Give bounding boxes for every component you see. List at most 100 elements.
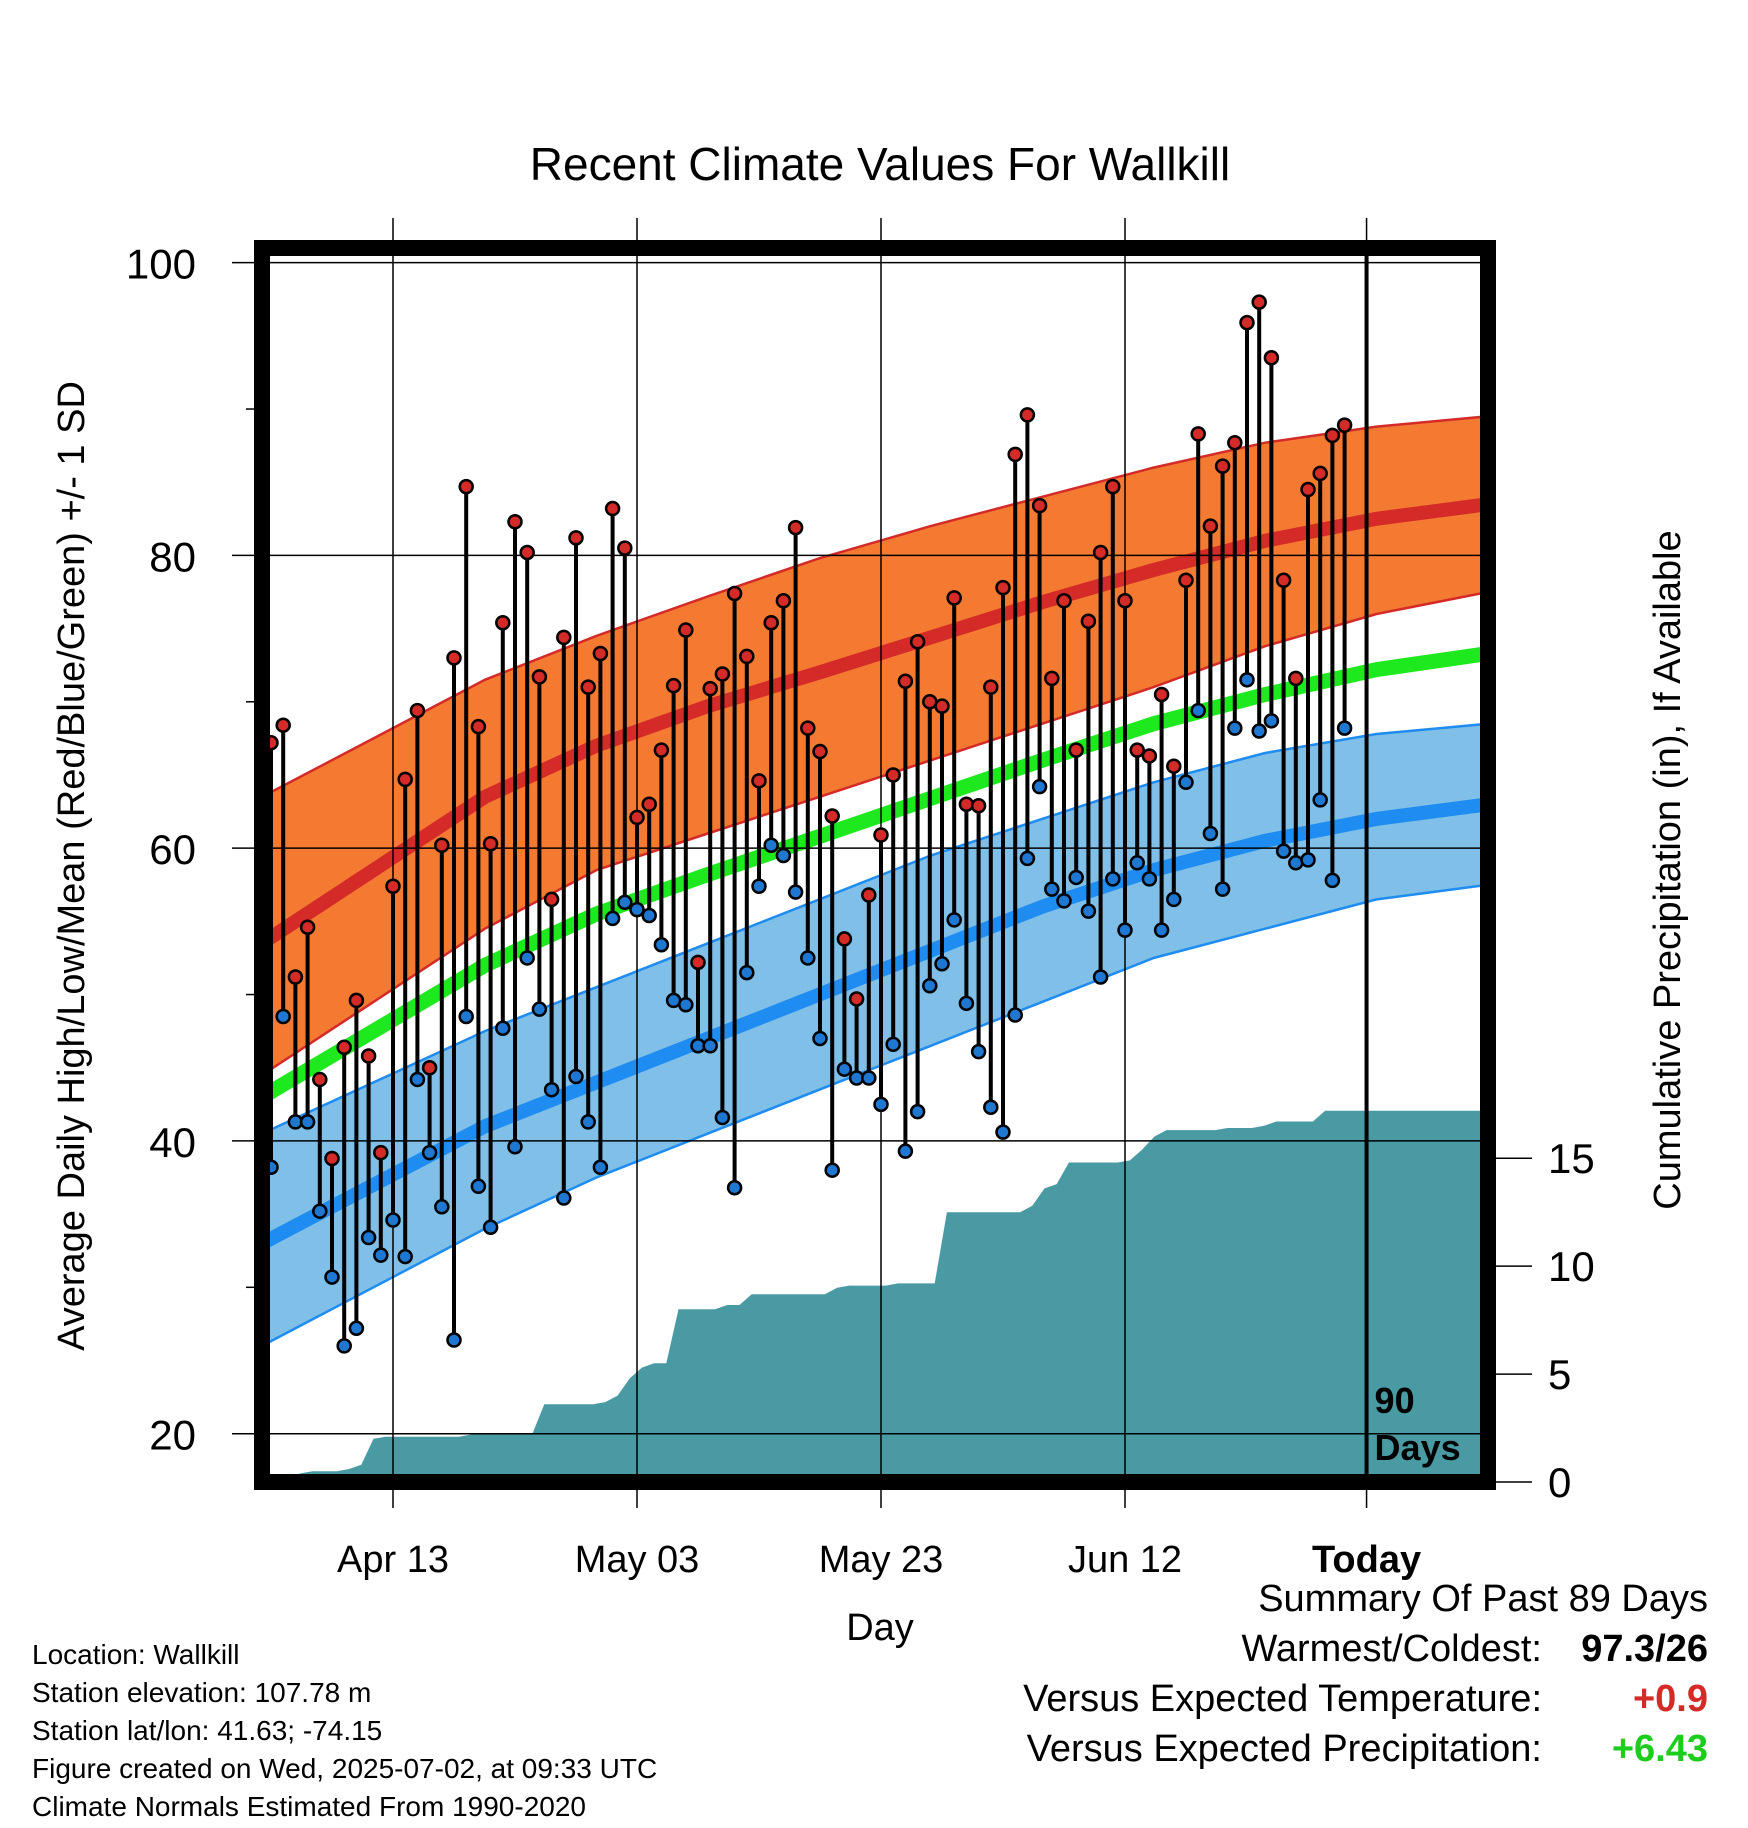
high-dot	[592, 645, 609, 662]
high-dot	[421, 1059, 438, 1076]
high-dot	[385, 878, 401, 894]
y-left-tick-label: 100	[126, 241, 196, 288]
high-dot	[934, 698, 950, 714]
high-dot	[1178, 572, 1194, 589]
low-dot	[897, 1143, 914, 1159]
high-dot	[1312, 465, 1328, 482]
high-dot	[824, 808, 840, 824]
high-dot	[409, 702, 426, 719]
low-dot	[531, 1001, 548, 1017]
high-dot	[604, 500, 621, 517]
normals-text: Climate Normals Estimated From 1990-2020	[32, 1791, 586, 1822]
low-dot	[1019, 850, 1036, 867]
high-dot	[629, 809, 645, 826]
high-dot	[556, 629, 572, 646]
low-dot	[543, 1081, 560, 1098]
x-tick-label: May 03	[575, 1539, 700, 1581]
high-dot	[1019, 407, 1036, 423]
low-dot	[800, 950, 816, 966]
low-dot	[763, 837, 779, 853]
high-dot	[1056, 593, 1072, 609]
high-dot	[519, 544, 535, 561]
plot-frame	[254, 240, 1496, 1490]
low-dot	[568, 1068, 584, 1085]
today-days-number: 90	[1375, 1380, 1415, 1421]
high-dot	[1288, 670, 1304, 687]
low-dot	[970, 1043, 987, 1060]
high-dot	[348, 992, 365, 1009]
low-dot	[446, 1332, 462, 1348]
high-dot	[983, 679, 999, 695]
high-dot	[885, 767, 901, 783]
latlon-text: Station lat/lon: 41.63; -74.15	[32, 1715, 383, 1746]
low-dot	[421, 1144, 438, 1161]
high-dot	[1153, 686, 1170, 703]
low-dot	[861, 1070, 877, 1086]
low-dot	[1068, 869, 1084, 886]
high-dot	[970, 797, 987, 814]
low-dot	[1275, 843, 1292, 859]
low-dot	[946, 912, 962, 928]
high-dot	[360, 1048, 377, 1064]
high-dot	[1324, 427, 1341, 444]
high-dot	[531, 669, 548, 685]
high-dot	[1068, 742, 1084, 758]
low-dot	[702, 1038, 718, 1054]
low-dot	[885, 1036, 901, 1053]
low-dot	[275, 1008, 291, 1025]
low-dot	[1031, 778, 1048, 795]
low-dot	[824, 1162, 840, 1178]
high-dot	[1007, 446, 1023, 463]
low-dot	[836, 1061, 853, 1077]
x-axis-label: Day	[846, 1607, 914, 1649]
high-dot	[641, 796, 657, 813]
low-dot	[787, 884, 804, 900]
low-dot	[1214, 881, 1231, 897]
low-dot	[812, 1030, 828, 1047]
plot-area: 20 40 60 80 100 0 5 10 15 Apr 13 May 03 May 23 Jun 1…	[126, 218, 1595, 1581]
low-dot	[629, 901, 645, 918]
high-dot	[617, 540, 633, 556]
low-dot	[507, 1139, 523, 1155]
low-dot	[1324, 872, 1341, 889]
low-dot	[1239, 672, 1255, 688]
high-dot	[1214, 458, 1231, 474]
low-dot	[934, 956, 950, 972]
low-dot	[775, 847, 792, 864]
low-dot	[360, 1229, 377, 1246]
high-dot	[739, 648, 755, 665]
x-tick-label: Apr 13	[337, 1539, 449, 1581]
high-dot	[373, 1144, 389, 1161]
high-dot	[678, 622, 694, 638]
created-text: Figure created on Wed, 2025-07-02, at 09…	[32, 1753, 658, 1784]
low-dot	[1190, 702, 1206, 719]
high-dot	[946, 590, 962, 606]
low-dot	[482, 1219, 499, 1236]
high-dot	[397, 771, 413, 788]
high-dot	[726, 585, 743, 602]
high-dot	[312, 1071, 328, 1088]
low-dot	[299, 1114, 316, 1130]
low-dot	[995, 1124, 1011, 1140]
high-dot	[995, 579, 1011, 596]
high-dot	[1190, 426, 1206, 442]
low-dot	[726, 1180, 743, 1196]
temp-value: +0.9	[1632, 1678, 1708, 1720]
precip-area	[251, 1110, 1488, 1482]
low-dot	[409, 1071, 426, 1088]
high-dot	[1092, 544, 1109, 561]
low-dot	[1141, 871, 1158, 887]
high-dot	[873, 827, 889, 843]
high-dot	[543, 891, 560, 908]
low-dot	[1092, 969, 1109, 985]
low-dot	[678, 997, 694, 1013]
y-left-tick-label: 80	[149, 533, 196, 580]
low-dot	[434, 1199, 450, 1215]
low-dot	[1007, 1007, 1023, 1023]
high-dot	[275, 717, 291, 733]
low-dot	[1056, 893, 1072, 909]
high-dot	[336, 1039, 352, 1055]
low-dot	[1105, 871, 1121, 887]
high-dot	[482, 836, 499, 852]
low-dot	[336, 1338, 352, 1354]
